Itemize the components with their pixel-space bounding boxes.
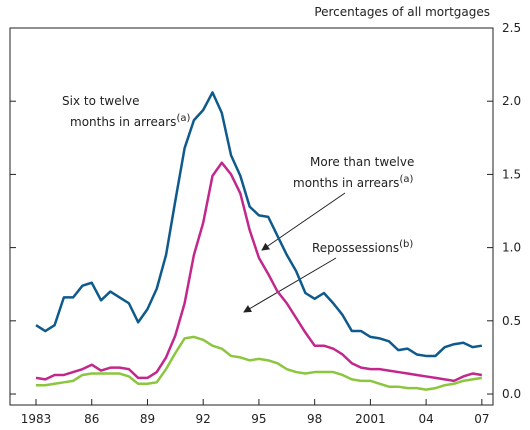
y-axis-label: Percentages of all mortgages xyxy=(314,5,490,19)
x-tick-label: 86 xyxy=(84,412,99,426)
y-tick-label: 2.0 xyxy=(502,94,521,108)
x-tick-label: 95 xyxy=(251,412,266,426)
annotation: More than twelve xyxy=(310,155,414,169)
annotation-text: months in arrears xyxy=(70,115,176,129)
y-tick-label: 0.5 xyxy=(502,314,521,328)
y-tick-label: 1.0 xyxy=(502,241,521,255)
arrow xyxy=(261,192,346,251)
plot-frame xyxy=(9,27,494,406)
x-tick-label: 04 xyxy=(418,412,433,426)
x-tick-label: 07 xyxy=(474,412,489,426)
annotation-sup: (a) xyxy=(399,174,413,185)
annotation-text: months in arrears xyxy=(293,176,399,190)
annotation: months in arrears(a) xyxy=(70,113,190,129)
annotation: Repossessions(b) xyxy=(312,239,413,255)
annotation-sup: (b) xyxy=(399,239,413,250)
annotation: months in arrears(a) xyxy=(293,174,413,190)
x-tick-label: 92 xyxy=(196,412,211,426)
y-tick-label: 2.5 xyxy=(502,21,521,35)
series-line xyxy=(36,335,483,391)
annotation-sup: (a) xyxy=(176,113,190,124)
annotation-text: Repossessions xyxy=(312,241,399,255)
annotation: Six to twelve xyxy=(62,94,139,108)
x-tick-label: 1983 xyxy=(21,412,52,426)
annotation-text: Six to twelve xyxy=(62,94,139,108)
y-tick-label: 1.5 xyxy=(502,167,521,181)
arrow xyxy=(243,257,337,313)
annotation-text: More than twelve xyxy=(310,155,414,169)
x-tick-label: 89 xyxy=(140,412,155,426)
x-tick-label: 2001 xyxy=(355,412,386,426)
x-tick-label: 98 xyxy=(307,412,322,426)
series-line xyxy=(35,91,483,358)
series-line xyxy=(35,161,483,383)
y-tick-label: 0.0 xyxy=(502,387,521,401)
